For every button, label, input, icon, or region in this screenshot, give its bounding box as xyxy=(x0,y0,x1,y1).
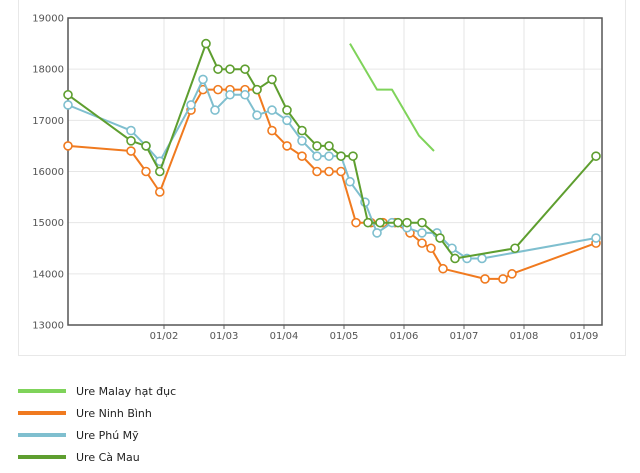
series-line-0 xyxy=(349,43,435,152)
line-chart: 13000 14000 15000 16000 17000 18000 19000 01/02… xyxy=(32,14,603,342)
legend-swatch xyxy=(18,433,66,437)
data-point[interactable] xyxy=(282,105,292,115)
legend-label: Ure Cà Mau xyxy=(76,450,140,464)
data-point[interactable] xyxy=(375,217,385,228)
chart-card: 13000 14000 15000 16000 17000 18000 19000 01/02… xyxy=(18,0,626,356)
data-point[interactable] xyxy=(252,84,262,95)
data-point[interactable] xyxy=(417,238,427,248)
data-point[interactable] xyxy=(480,274,490,284)
data-point[interactable] xyxy=(312,141,322,151)
data-point[interactable] xyxy=(267,74,277,85)
data-point[interactable] xyxy=(155,187,165,197)
data-point[interactable] xyxy=(225,64,235,74)
legend-label: Ure Phú Mỹ xyxy=(76,428,139,442)
data-point[interactable] xyxy=(186,100,196,110)
legend-item-ninh-binh[interactable]: Ure Ninh Bình xyxy=(18,402,176,424)
x-tick-label: 01/05 xyxy=(330,331,359,342)
data-point[interactable] xyxy=(351,217,361,228)
data-point[interactable] xyxy=(141,166,151,177)
data-point[interactable] xyxy=(213,84,223,95)
legend-item-phu-my[interactable]: Ure Phú Mỹ xyxy=(18,424,176,446)
data-point[interactable] xyxy=(312,166,322,177)
data-point[interactable] xyxy=(297,125,307,136)
data-point[interactable] xyxy=(252,110,262,121)
data-point[interactable] xyxy=(63,141,73,151)
data-point[interactable] xyxy=(198,74,208,85)
legend-swatch xyxy=(18,455,66,459)
data-point[interactable] xyxy=(282,115,292,126)
data-point[interactable] xyxy=(201,38,211,49)
y-tick-label: 14000 xyxy=(32,269,64,280)
y-tick-label: 15000 xyxy=(32,218,64,229)
data-point[interactable] xyxy=(267,125,277,136)
data-point[interactable] xyxy=(126,125,136,136)
data-point[interactable] xyxy=(477,253,487,264)
x-tick-label: 01/07 xyxy=(450,331,479,342)
x-tick-label: 01/03 xyxy=(210,331,239,342)
legend-label: Ure Malay hạt đục xyxy=(76,384,177,398)
data-point[interactable] xyxy=(591,233,601,243)
x-tick-label: 01/08 xyxy=(510,331,539,342)
data-point[interactable] xyxy=(372,228,382,238)
data-point[interactable] xyxy=(438,263,448,274)
y-tick-label: 16000 xyxy=(32,167,64,178)
data-point[interactable] xyxy=(126,146,136,156)
data-point[interactable] xyxy=(435,233,445,243)
x-tick-label: 01/04 xyxy=(270,331,299,342)
data-point[interactable] xyxy=(393,217,403,228)
data-point[interactable] xyxy=(324,141,334,151)
legend-item-ca-mau[interactable]: Ure Cà Mau xyxy=(18,446,176,468)
data-point[interactable] xyxy=(591,151,601,161)
legend-label: Ure Ninh Bình xyxy=(76,406,152,420)
x-tick-label: 01/06 xyxy=(390,331,419,342)
data-point[interactable] xyxy=(63,100,73,110)
legend-item-malay[interactable]: Ure Malay hạt đục xyxy=(18,380,176,402)
data-point[interactable] xyxy=(507,269,517,279)
plot-border xyxy=(67,17,603,326)
data-point[interactable] xyxy=(426,243,436,254)
x-tick-label: 01/02 xyxy=(150,331,179,342)
legend-swatch xyxy=(18,411,66,415)
legend-swatch xyxy=(18,389,66,393)
data-point[interactable] xyxy=(450,253,460,264)
data-point[interactable] xyxy=(267,105,277,115)
data-point[interactable] xyxy=(324,166,334,177)
data-point[interactable] xyxy=(312,151,322,161)
data-point[interactable] xyxy=(240,64,250,74)
data-point[interactable] xyxy=(63,89,73,100)
data-point[interactable] xyxy=(417,217,427,228)
data-point[interactable] xyxy=(225,89,235,100)
data-point[interactable] xyxy=(417,228,427,238)
legend: Ure Malay hạt đục Ure Ninh Bình Ure Phú … xyxy=(18,380,176,468)
data-point[interactable] xyxy=(363,217,373,228)
data-point[interactable] xyxy=(297,151,307,161)
data-point[interactable] xyxy=(336,166,346,177)
data-point[interactable] xyxy=(297,136,307,146)
data-point[interactable] xyxy=(210,105,220,115)
data-point[interactable] xyxy=(510,243,520,254)
data-point[interactable] xyxy=(240,89,250,100)
series-line-1 xyxy=(67,88,597,280)
data-point[interactable] xyxy=(345,176,355,187)
data-point[interactable] xyxy=(324,151,334,161)
data-point[interactable] xyxy=(126,136,136,146)
data-point[interactable] xyxy=(141,141,151,151)
y-tick-label: 18000 xyxy=(32,65,64,76)
data-point[interactable] xyxy=(402,217,412,228)
data-point[interactable] xyxy=(348,151,358,161)
data-point[interactable] xyxy=(336,151,346,161)
y-tick-label: 19000 xyxy=(32,14,64,25)
y-tick-label: 17000 xyxy=(32,116,64,127)
data-point[interactable] xyxy=(155,166,165,177)
y-tick-label: 13000 xyxy=(32,321,64,332)
data-point[interactable] xyxy=(213,64,223,74)
data-point[interactable] xyxy=(498,274,508,284)
x-tick-label: 01/09 xyxy=(570,331,599,342)
data-point[interactable] xyxy=(282,141,292,151)
